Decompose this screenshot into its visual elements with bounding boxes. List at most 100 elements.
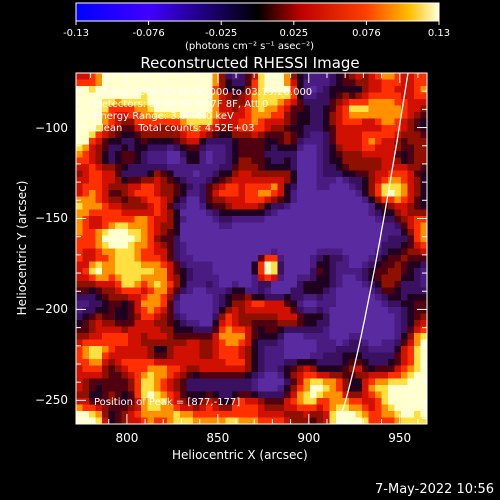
heatmap-cell [115,170,123,178]
heatmap-cell [128,125,136,133]
heatmap-cell [238,144,246,152]
heatmap-cell [232,365,240,373]
heatmap-cell [212,287,220,295]
heatmap-cell [264,92,272,100]
heatmap-cell [186,138,194,146]
heatmap-cell [329,333,337,341]
heatmap-cell [95,385,103,393]
heatmap-cell [128,86,136,94]
heatmap-cell [414,307,422,315]
heatmap-cell [355,131,363,139]
heatmap-cell [401,170,409,178]
heatmap-cell [160,255,168,263]
heatmap-cell [160,281,168,289]
heatmap-cell [355,203,363,211]
heatmap-cell [329,157,337,165]
heatmap-cell [316,203,324,211]
heatmap-cell [277,339,285,347]
heatmap-cell [388,164,396,172]
heatmap-cell [290,300,298,308]
heatmap-cell [271,79,279,87]
heatmap-cell [316,79,324,87]
heatmap-cell [329,144,337,152]
heatmap-cell [134,183,142,191]
heatmap-cell [193,294,201,302]
heatmap-cell [388,86,396,94]
heatmap-cell [362,209,370,217]
heatmap-cell [362,378,370,386]
heatmap-cell [206,242,214,250]
heatmap-cell [297,339,305,347]
heatmap-cell [420,131,427,139]
heatmap-cell [394,216,402,224]
heatmap-cell [219,99,227,107]
heatmap-cell [147,112,155,120]
heatmap-cell [160,203,168,211]
heatmap-cell [355,183,363,191]
heatmap-cell [362,385,370,393]
heatmap-cell [128,346,136,354]
heatmap-cell [180,294,188,302]
heatmap-cell [89,411,97,419]
heatmap-cell [258,151,266,159]
heatmap-cell [329,151,337,159]
heatmap-cell [284,313,292,321]
heatmap-cell [238,209,246,217]
heatmap-cell [323,131,331,139]
heatmap-cell [375,164,383,172]
heatmap-cell [167,385,175,393]
heatmap-cell [297,229,305,237]
heatmap-cell [310,417,318,424]
heatmap-cell [134,99,142,107]
heatmap-cell [349,235,357,243]
heatmap-cell [310,261,318,269]
heatmap-cell [238,417,246,424]
heatmap-cell [355,281,363,289]
heatmap-cell [258,131,266,139]
heatmap-cell [323,138,331,146]
heatmap-cell [76,209,84,217]
heatmap-cell [180,261,188,269]
heatmap-cell [316,411,324,419]
heatmap-cell [251,359,259,367]
heatmap-cell [173,255,181,263]
heatmap-cell [89,365,97,373]
heatmap-cell [102,177,110,185]
heatmap-cell [407,99,415,107]
heatmap-cell [316,261,324,269]
colorbar-units: (photons cm⁻² s⁻¹ asec⁻²) [185,41,315,52]
heatmap-cell [310,138,318,146]
heatmap-cell [355,248,363,256]
heatmap-cell [76,99,84,107]
heatmap-cell [212,261,220,269]
heatmap-cell [394,346,402,354]
heatmap-cell [375,385,383,393]
heatmap-cell [128,157,136,165]
heatmap-cell [193,320,201,328]
heatmap-cell [323,287,331,295]
heatmap-cell [134,229,142,237]
heatmap-cell [147,346,155,354]
heatmap-cell [115,417,123,424]
heatmap-cell [115,385,123,393]
heatmap-cell [336,209,344,217]
heatmap-cell [362,112,370,120]
heatmap-cell [134,274,142,282]
heatmap-cell [329,391,337,399]
heatmap-cell [167,73,175,81]
heatmap-cell [368,131,376,139]
heatmap-cell [134,92,142,100]
heatmap-cell [154,417,162,424]
heatmap-cell [82,92,90,100]
heatmap-cell [76,203,84,211]
heatmap-cell [141,352,149,360]
heatmap-cell [336,73,344,81]
heatmap-cell [232,339,240,347]
heatmap-cell [154,326,162,334]
heatmap-cell [329,372,337,380]
heatmap-cell [180,157,188,165]
heatmap-cell [336,183,344,191]
heatmap-cell [323,346,331,354]
heatmap-cell [128,151,136,159]
heatmap-cell [349,131,357,139]
